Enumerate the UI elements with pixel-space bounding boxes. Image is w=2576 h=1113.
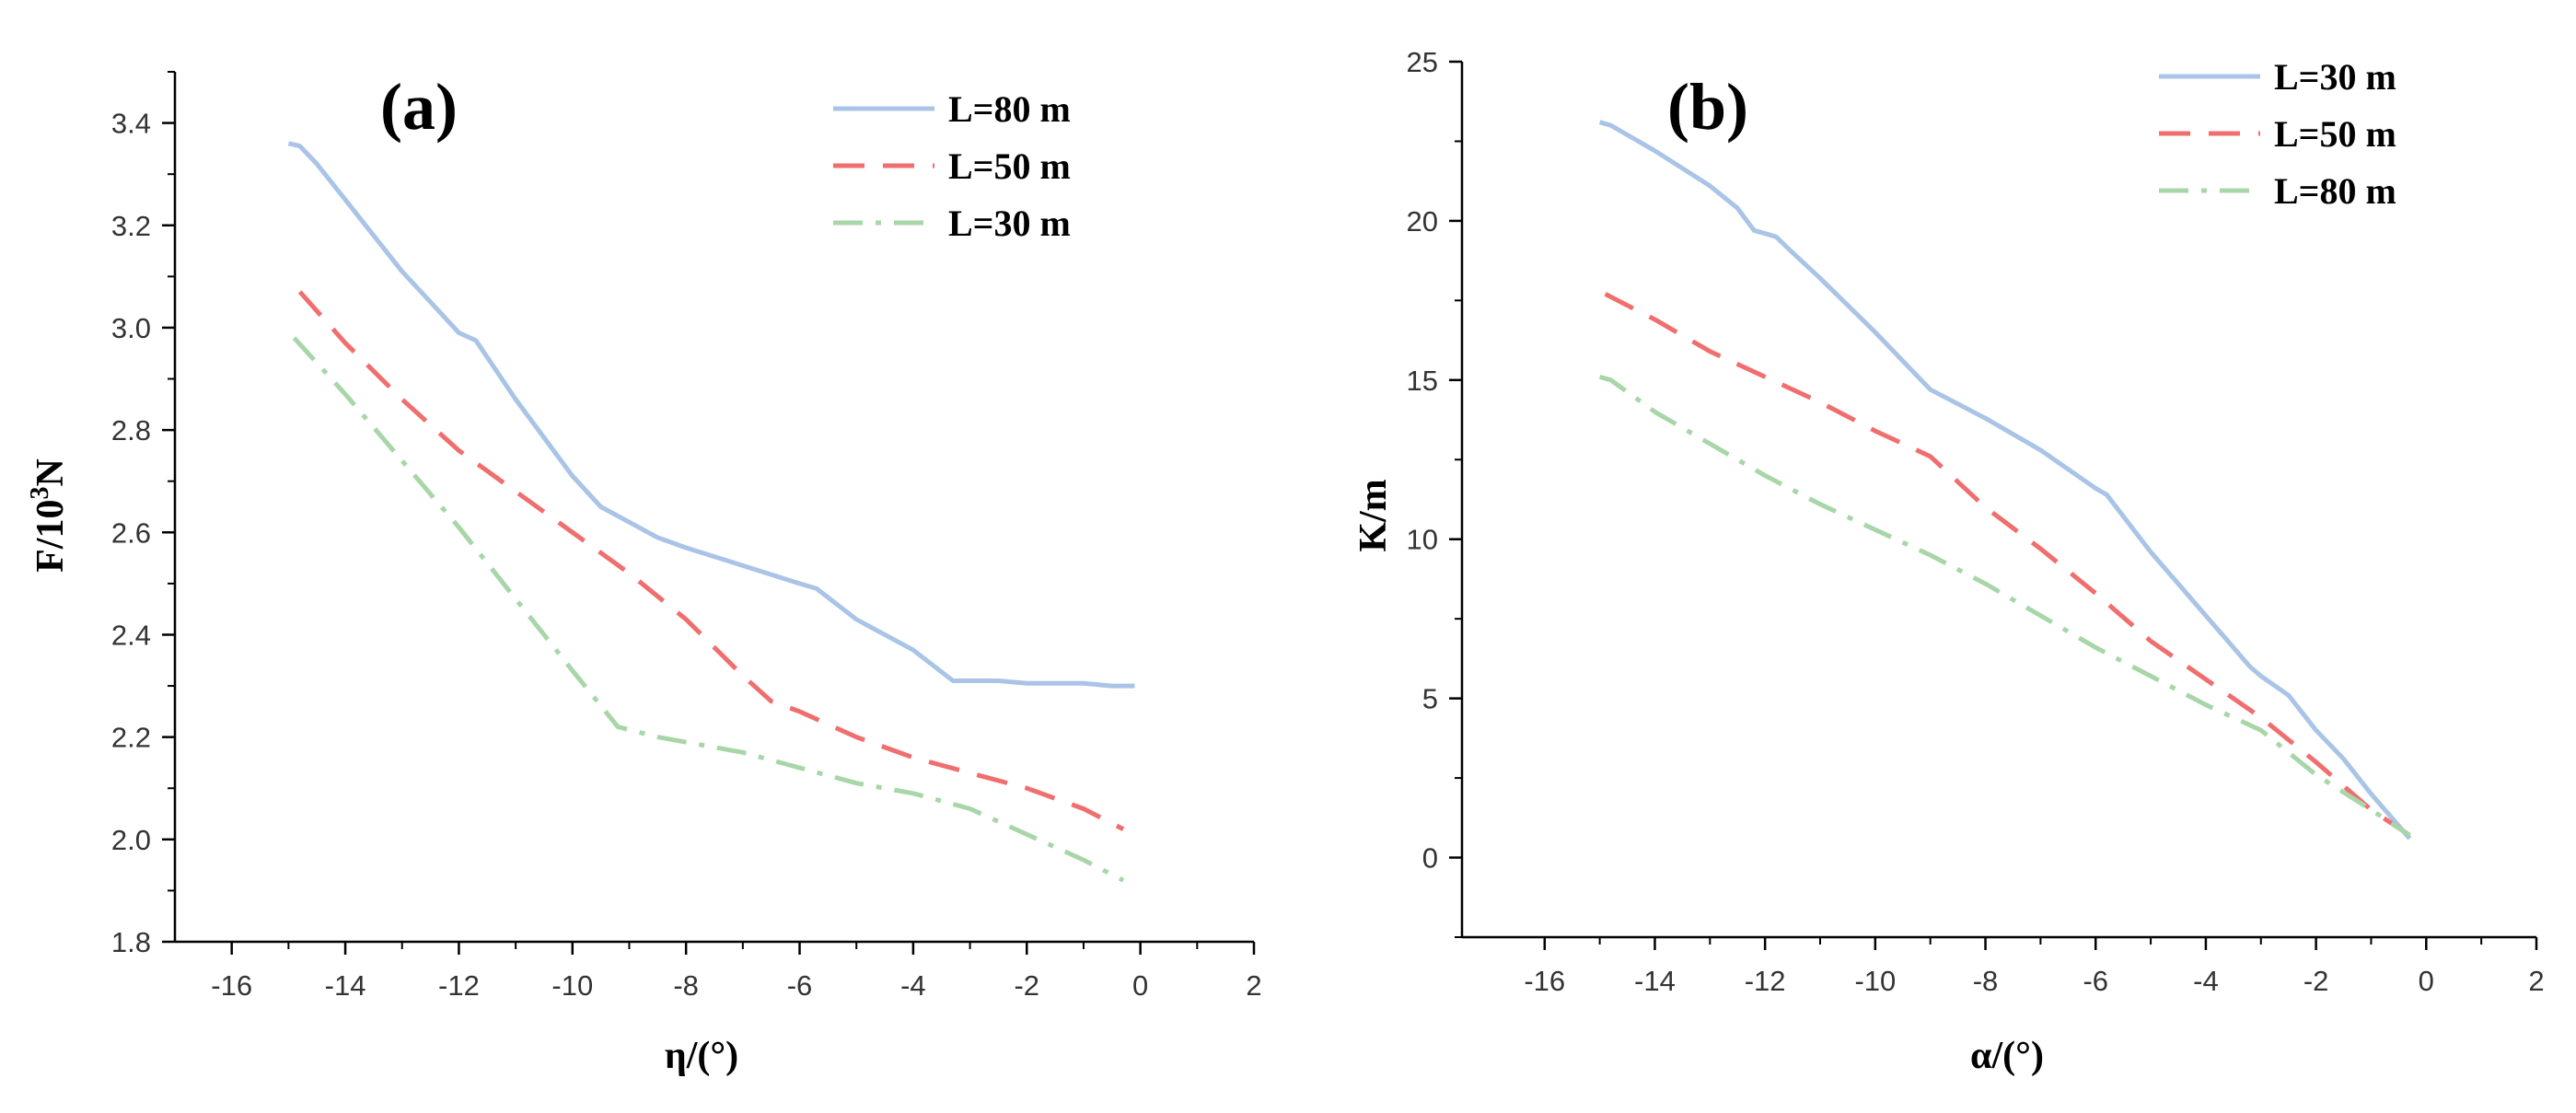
x-tick-label: -6 [787, 969, 813, 1002]
x-tick-label: -10 [551, 969, 593, 1002]
legend-label: L=50 m [948, 145, 1071, 187]
y-tick-label: 2.2 [111, 722, 151, 754]
y-tick-label: 3.4 [111, 108, 151, 140]
y-tick-label: 20 [1407, 205, 1438, 238]
legend-label: L=80 m [948, 88, 1071, 130]
x-axis-title: α/(°) [1970, 1035, 2044, 1077]
x-tick-label: 0 [2419, 965, 2434, 997]
y-tick-label: 3.2 [111, 210, 151, 242]
y-tick-label: 2.6 [111, 516, 151, 549]
x-tick-label: -14 [325, 969, 366, 1002]
x-tick-label: 2 [2528, 965, 2544, 997]
x-tick-label: -2 [2303, 965, 2329, 997]
y-tick-label: 15 [1407, 365, 1438, 397]
x-tick-label: -12 [1745, 965, 1786, 997]
y-axis-title-superscript: 3 [26, 487, 54, 500]
legend-label: L=30 m [948, 203, 1071, 244]
x-tick-label: -2 [1014, 969, 1039, 1002]
series-line-l30m [292, 336, 1125, 883]
y-tick-label: 25 [1407, 46, 1438, 78]
x-tick-label: -8 [673, 969, 699, 1002]
x-tick-label: -16 [211, 969, 252, 1002]
y-tick-label: 5 [1422, 683, 1438, 715]
x-tick-label: -12 [438, 969, 480, 1002]
x-tick-label: -14 [1634, 965, 1676, 997]
y-axis-title: F/103N [26, 458, 72, 573]
y-tick-label: 2.8 [111, 414, 151, 446]
legend-label: L=50 m [2274, 113, 2396, 155]
series-line-l80m [1598, 374, 2411, 838]
y-axis-title-main: F/10 [29, 500, 72, 573]
chart-panel-a: -16 -14 -12 -10 -8 -6 -4 -2 0 2 1.8 2.0 2.2 2.4 2.6 2.8… [26, 70, 1262, 1077]
x-tick-label: -8 [1973, 965, 1999, 997]
y-tick-label: 1.8 [111, 926, 151, 958]
x-axis-title: η/(°) [665, 1035, 738, 1077]
panel-label: (a) [380, 70, 458, 144]
series-line-l50m [297, 290, 1125, 831]
y-tick-label: 2.0 [111, 824, 151, 856]
x-tick-label: 2 [1246, 969, 1261, 1002]
y-axis-title-main: K/m [1352, 479, 1395, 551]
y-tick-label: 10 [1407, 524, 1438, 556]
x-tick-label: -4 [900, 969, 926, 1002]
y-tick-label: 2.4 [111, 619, 151, 651]
legend-label: L=80 m [2274, 170, 2396, 212]
legend-label: L=30 m [2274, 56, 2396, 98]
y-axis-title-unit: N [29, 458, 72, 486]
x-tick-label: 0 [1132, 969, 1148, 1002]
panel-label: (b) [1667, 70, 1748, 144]
x-tick-label: -6 [2083, 965, 2108, 997]
y-tick-label: 0 [1422, 842, 1438, 875]
x-tick-label: -16 [1524, 965, 1565, 997]
y-tick-label: 3.0 [111, 312, 151, 344]
series-line-l50m [1604, 292, 2411, 838]
x-tick-label: -4 [2193, 965, 2219, 997]
x-tick-label: -10 [1854, 965, 1896, 997]
y-axis-title: K/m [1352, 479, 1395, 551]
series-line-l30m [1598, 120, 2412, 841]
series-line-l80m [287, 141, 1135, 689]
